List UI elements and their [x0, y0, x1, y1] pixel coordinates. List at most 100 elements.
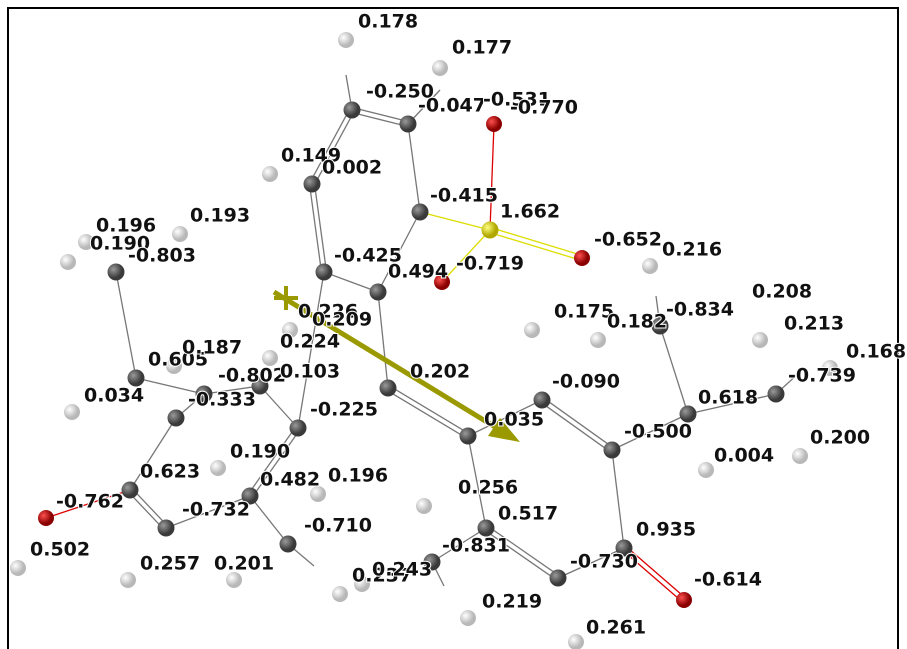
charge-label: -0.762: [56, 491, 124, 513]
charge-label: -0.803: [128, 245, 196, 267]
hydrogen-atom: [60, 254, 76, 270]
bond: [490, 124, 494, 230]
hydrogen-atom: [172, 226, 188, 242]
charge-label: 0.193: [190, 205, 250, 227]
hydrogen-atom: [698, 462, 714, 478]
bond: [250, 496, 288, 544]
charge-label: -0.415: [430, 185, 498, 207]
carbon-atom: [534, 392, 551, 409]
carbon-atom: [122, 482, 139, 499]
charge-label: -0.730: [570, 551, 638, 573]
charge-label: -0.710: [304, 515, 372, 537]
charge-label: -0.047: [418, 95, 486, 117]
hydrogen-atom: [262, 166, 278, 182]
hydrogen-atom: [432, 60, 448, 76]
carbon-atom: [400, 116, 417, 133]
hydrogen-atom: [210, 460, 226, 476]
bond: [378, 292, 388, 388]
charge-label: 1.662: [500, 201, 560, 223]
charge-label: 0.177: [452, 37, 512, 59]
charge-label: -0.739: [788, 365, 856, 387]
bond: [420, 212, 490, 230]
hydrogen-atom: [332, 586, 348, 602]
charge-label: 0.216: [662, 239, 722, 261]
hydrogen-atom: [642, 258, 658, 274]
hydrogen-atom: [752, 332, 768, 348]
hydrogen-atom: [568, 634, 584, 649]
bond: [116, 272, 136, 378]
charge-label: 0.224: [280, 331, 340, 353]
charge-label: 0.482: [260, 469, 320, 491]
charge-label: 0.034: [84, 385, 144, 407]
charge-label: 0.618: [698, 387, 758, 409]
hydrogen-atom: [10, 560, 26, 576]
charge-label: 0.256: [458, 477, 518, 499]
bond: [660, 326, 688, 414]
bond: [310, 184, 322, 272]
bond: [324, 272, 378, 292]
charge-label: 0.196: [328, 465, 388, 487]
charge-label: -0.090: [552, 371, 620, 393]
carbon-atom: [550, 570, 567, 587]
charge-label: 0.502: [30, 539, 90, 561]
carbon-atom: [158, 520, 175, 537]
charge-label: -0.834: [666, 299, 734, 321]
charge-label: 0.517: [498, 503, 558, 525]
charge-label: 0.243: [372, 559, 432, 581]
charge-label: -0.333: [188, 389, 256, 411]
charge-label: 0.168: [846, 341, 906, 363]
oxygen-atom: [676, 592, 692, 608]
page: {"atom_labels": ["0.178","0.177","-0.250…: [0, 0, 907, 649]
charge-label: 0.494: [388, 261, 448, 283]
carbon-atom: [768, 386, 785, 403]
hydrogen-atom: [64, 404, 80, 420]
charge-label: 0.175: [554, 301, 614, 323]
charge-label: 0.201: [214, 553, 274, 575]
carbon-atom: [108, 264, 125, 281]
hydrogen-atom: [120, 572, 136, 588]
charge-label: -0.770: [510, 97, 578, 119]
carbon-atom: [460, 428, 477, 445]
carbon-atom: [344, 102, 361, 119]
charge-label: -0.652: [594, 229, 662, 251]
carbon-atom: [304, 176, 321, 193]
charge-label: 0.035: [484, 409, 544, 431]
carbon-atom: [280, 536, 297, 553]
charge-label: 0.935: [636, 519, 696, 541]
charge-label: 0.261: [586, 617, 646, 639]
hydrogen-atom: [416, 498, 432, 514]
charge-label: -0.802: [218, 365, 286, 387]
oxygen-atom: [38, 510, 54, 526]
charge-label: 0.202: [410, 361, 470, 383]
bond: [387, 390, 467, 438]
charge-label: 0.213: [784, 313, 844, 335]
carbon-atom: [412, 204, 429, 221]
atoms: [10, 32, 838, 649]
sulfur-atom: [482, 222, 499, 239]
carbon-atom: [290, 420, 307, 437]
molecule-viewer: 0.1780.177-0.250-0.047-0.531-0.7700.1490…: [0, 0, 907, 649]
labels: 0.1780.177-0.250-0.047-0.531-0.7700.1490…: [30, 11, 906, 639]
hydrogen-atom: [460, 610, 476, 626]
charge-label: 0.623: [140, 461, 200, 483]
hydrogen-atom: [524, 322, 540, 338]
charge-label: -0.614: [694, 569, 762, 591]
hydrogen-atom: [792, 448, 808, 464]
carbon-atom: [370, 284, 387, 301]
bond: [612, 450, 624, 548]
charge-label: 0.209: [312, 309, 372, 331]
carbon-atom: [316, 264, 333, 281]
charge-label: -0.500: [624, 421, 692, 443]
bond: [543, 398, 613, 448]
charge-label: 0.002: [322, 157, 382, 179]
charge-label: 0.187: [182, 337, 242, 359]
hydrogen-atom: [338, 32, 354, 48]
bond: [491, 228, 583, 256]
charge-label: 0.219: [482, 591, 542, 613]
carbon-atom: [380, 380, 397, 397]
charge-label: -0.225: [310, 399, 378, 421]
charge-label: 0.103: [280, 361, 340, 383]
bond: [314, 184, 326, 272]
charge-label: 0.208: [752, 281, 812, 303]
charge-label: -0.831: [442, 535, 510, 557]
